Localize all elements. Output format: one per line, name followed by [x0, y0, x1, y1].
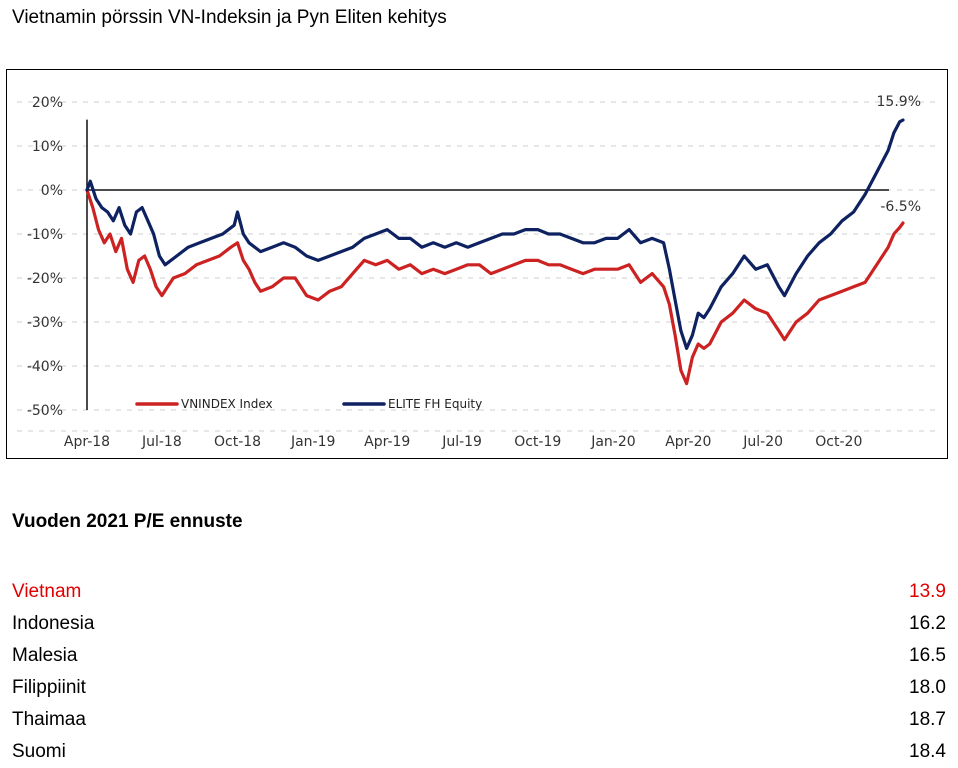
series-end-label: 15.9% [877, 94, 921, 110]
x-tick-label: Apr-20 [665, 434, 711, 450]
y-tick-label: -20% [27, 271, 63, 287]
pe-row: Thaimaa 18.7 [12, 704, 946, 736]
y-tick-label: -50% [27, 403, 63, 419]
series-lines [85, 118, 905, 386]
series-end-label: -6.5% [880, 199, 921, 215]
y-tick-label: 0% [41, 183, 63, 199]
pe-row: Malesia 16.5 [12, 640, 946, 672]
x-tick-label: Oct-20 [815, 434, 862, 450]
pe-row: Suomi 18.4 [12, 736, 946, 768]
series-line-vnindex [85, 188, 905, 386]
pe-table: Vietnam 13.9 Indonesia 16.2 Malesia 16.5 Filip… [12, 576, 946, 768]
series-line-elite [85, 118, 905, 350]
pe-value: 18.7 [909, 709, 946, 730]
pe-country: Thaimaa [12, 709, 86, 730]
pe-value: 18.4 [909, 741, 946, 762]
x-tick-label: Oct-18 [214, 434, 261, 450]
legend-label: ELITE FH Equity [388, 397, 482, 411]
pe-row: Filippiinit 18.0 [12, 672, 946, 704]
y-tick-labels: 20% 10% 0% -10% -20% -30% -40% -50% [27, 95, 63, 419]
y-tick-label: 10% [32, 139, 63, 155]
x-tick-label: Jul-19 [441, 434, 482, 450]
y-tick-label: -10% [27, 227, 63, 243]
page-title: Vietnamin pörssin VN-Indeksin ja Pyn Eli… [12, 7, 447, 28]
chart-frame: 20% 10% 0% -10% -20% -30% -40% -50% Apr-18 Jul-1… [6, 69, 948, 459]
legend: VNINDEX Index ELITE FH Equity [135, 397, 482, 411]
x-tick-label: Apr-18 [64, 434, 110, 450]
y-tick-label: -40% [27, 359, 63, 375]
x-tick-label: Jan-19 [290, 434, 335, 450]
legend-label: VNINDEX Index [181, 397, 273, 411]
pe-section-title: Vuoden 2021 P/E ennuste [12, 511, 243, 532]
x-tick-label: Apr-19 [364, 434, 410, 450]
line-chart: 20% 10% 0% -10% -20% -30% -40% -50% Apr-18 Jul-1… [17, 94, 937, 450]
pe-value: 18.0 [909, 677, 946, 698]
x-tick-label: Jul-18 [141, 434, 182, 450]
pe-country: Vietnam [12, 581, 82, 602]
x-tick-label: Jul-20 [742, 434, 783, 450]
pe-country: Suomi [12, 741, 66, 762]
pe-country: Indonesia [12, 613, 95, 634]
pe-row: Indonesia 16.2 [12, 608, 946, 640]
axes [86, 119, 889, 410]
pe-row: Vietnam 13.9 [12, 576, 946, 608]
y-tick-label: 20% [32, 95, 63, 111]
pe-country: Filippiinit [12, 677, 86, 698]
pe-value: 13.9 [909, 581, 946, 602]
pe-value: 16.5 [909, 645, 946, 666]
x-tick-label: Jan-20 [590, 434, 635, 450]
pe-country: Malesia [12, 645, 78, 666]
y-tick-label: -30% [27, 315, 63, 331]
pe-value: 16.2 [909, 613, 946, 634]
x-tick-label: Oct-19 [514, 434, 561, 450]
x-tick-labels: Apr-18 Jul-18 Oct-18 Jan-19 Apr-19 Jul-19 Oct-… [64, 434, 862, 450]
end-labels: -6.5% 15.9% [877, 94, 921, 215]
